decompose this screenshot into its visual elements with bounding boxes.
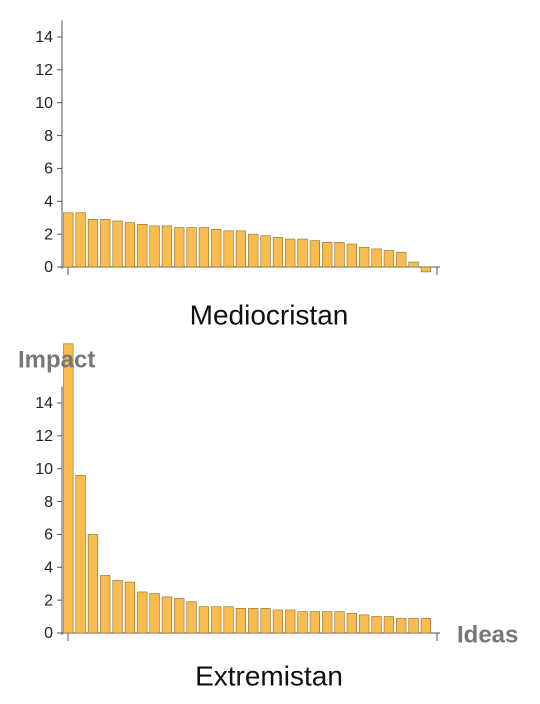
bar: [383, 616, 394, 634]
bar: [346, 243, 357, 268]
bar: [87, 219, 99, 268]
bar: [420, 617, 431, 634]
y-tick-label: 12: [35, 62, 53, 79]
bar: [359, 246, 370, 268]
y-tick-label: 6: [44, 161, 53, 178]
x-axis-label: Ideas: [457, 621, 518, 648]
bar: [63, 212, 74, 268]
y-tick-label: 8: [44, 128, 53, 145]
bar: [174, 598, 185, 634]
y-tick-label: 4: [44, 193, 53, 210]
bar: [420, 266, 431, 273]
y-tick-label: 0: [44, 259, 53, 276]
y-tick-label: 2: [44, 592, 53, 609]
bar: [112, 220, 123, 268]
bar: [235, 608, 247, 634]
bar: [371, 616, 382, 634]
y-tick-label: 14: [35, 29, 53, 46]
bar: [359, 614, 370, 634]
bar: [309, 240, 321, 268]
bar: [100, 219, 111, 268]
bar: [149, 225, 160, 268]
bar: [285, 609, 296, 634]
bar: [161, 596, 173, 634]
y-tick-label: 10: [35, 95, 53, 112]
bar: [260, 235, 271, 268]
bar: [297, 611, 308, 634]
bar: [211, 606, 222, 634]
bar: [63, 343, 74, 634]
bar: [75, 474, 86, 634]
bar: [272, 237, 284, 268]
bar: [309, 611, 321, 634]
bar: [186, 227, 197, 268]
bar: [334, 611, 345, 634]
bar: [396, 617, 407, 634]
bar: [137, 591, 148, 634]
bar: [75, 212, 86, 268]
bar: [322, 611, 333, 634]
bar: [174, 227, 185, 268]
bar: [383, 250, 394, 268]
bar: [408, 617, 419, 634]
bar: [248, 608, 259, 634]
bar: [334, 242, 345, 268]
bar: [223, 606, 234, 634]
y-tick-label: 10: [35, 461, 53, 478]
y-tick-label: 0: [44, 625, 53, 642]
bar: [137, 223, 148, 268]
bar: [346, 612, 357, 634]
chart-title: Mediocristan: [190, 299, 349, 330]
y-tick-label: 4: [44, 559, 53, 576]
y-tick-label: 12: [35, 428, 53, 445]
bar: [112, 580, 123, 634]
bar: [161, 225, 173, 268]
bar: [124, 581, 136, 634]
bar: [87, 534, 99, 634]
bar: [186, 601, 197, 634]
bar: [198, 227, 210, 268]
bar: [408, 261, 419, 268]
bar: [124, 222, 136, 268]
y-tick-label: 6: [44, 527, 53, 544]
chart-title: Extremistan: [195, 660, 343, 691]
bar: [248, 233, 259, 268]
bar: [235, 230, 247, 268]
bar: [322, 242, 333, 268]
bar: [260, 608, 271, 634]
y-tick-label: 14: [35, 395, 53, 412]
bar: [396, 251, 407, 268]
bar: [198, 606, 210, 634]
bar: [285, 238, 296, 268]
bar: [297, 238, 308, 268]
bar: [211, 228, 222, 268]
y-tick-label: 2: [44, 226, 53, 243]
y-tick-label: 8: [44, 494, 53, 511]
bar: [371, 248, 382, 268]
y-axis-label: Impact: [18, 346, 95, 373]
bar: [223, 230, 234, 268]
bar: [149, 593, 160, 634]
bar: [100, 575, 111, 634]
bar: [272, 609, 284, 634]
